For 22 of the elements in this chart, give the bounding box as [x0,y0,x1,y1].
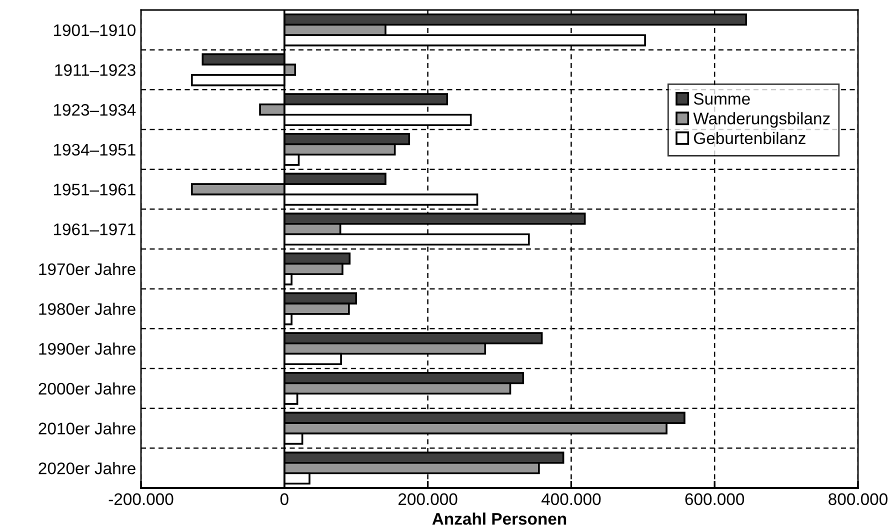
y-tick-label: 1923–1934 [54,104,136,116]
y-tick-label: 1970er Jahre [39,262,136,276]
legend-label: Wanderungsbilanz [693,112,830,128]
y-tick-label: 1934–1951 [54,144,136,156]
y-tick-label: 1990er Jahre [39,342,136,355]
x-tick-label: 400.000 [541,493,601,506]
x-tick-label: 800.000 [828,493,888,506]
y-tick-label: 2000er Jahre [38,382,136,395]
legend-label: Geburtenbilanz [694,132,806,144]
y-tick-label: 1961–1971 [54,223,136,236]
x-tick-label: -200.000 [108,493,174,506]
legend-label: Summe [694,92,750,105]
y-tick-label: 2010er Jahre [38,422,136,434]
y-tick-label: 1951–1961 [54,184,136,196]
y-tick-label: 1980er Jahre [39,302,136,315]
x-axis-title: Anzahl Personen [432,512,566,525]
y-tick-label: 2020er Jahre [38,462,136,474]
y-tick-label: 1901–1910 [54,24,136,36]
x-tick-label: 600.000 [685,493,744,506]
x-tick-label: 200.000 [398,493,458,506]
x-tick-label: 0 [280,493,288,506]
y-tick-label: 1911–1923 [55,64,136,76]
